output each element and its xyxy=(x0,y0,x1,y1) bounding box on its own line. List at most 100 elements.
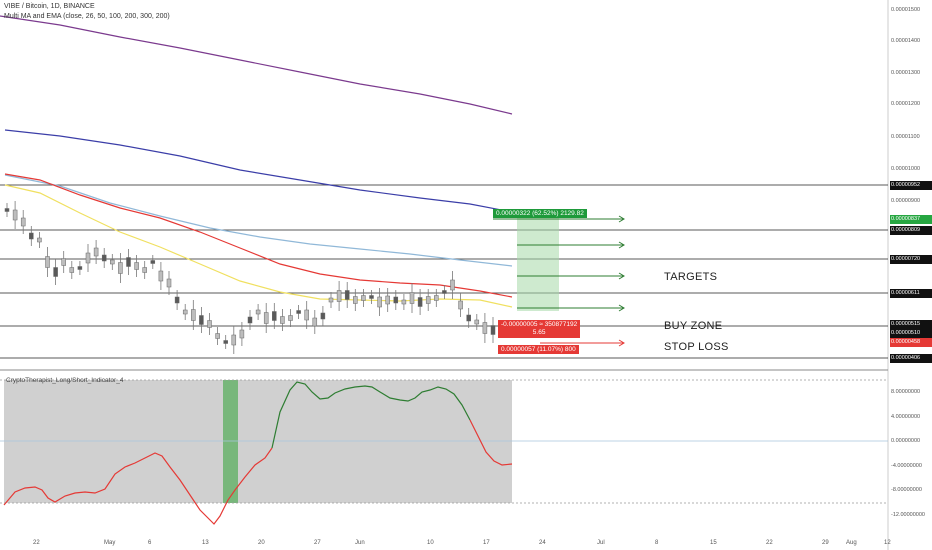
price-marker[interactable]: 0.00000809 xyxy=(890,226,932,235)
arrowhead xyxy=(618,304,625,312)
indicator-label[interactable]: Multi MA and EMA (close, 26, 50, 100, 20… xyxy=(4,13,170,20)
candle xyxy=(223,340,228,344)
candles xyxy=(4,201,496,354)
time-tick: 10 xyxy=(427,540,434,546)
candle xyxy=(304,309,309,321)
target-label[interactable]: 0.00000322 (62.52%) 2129.82 xyxy=(493,209,587,218)
time-tick: Aug xyxy=(846,540,857,546)
candle xyxy=(361,295,366,301)
price-marker[interactable]: 0.00000720 xyxy=(890,255,932,264)
arrowhead xyxy=(618,241,625,249)
candle xyxy=(280,316,285,324)
candle xyxy=(450,279,455,291)
entry-line2: 5.65 xyxy=(532,329,546,336)
time-tick: Jun xyxy=(355,540,365,546)
candle xyxy=(482,322,488,334)
oscillator-down-line xyxy=(3,447,273,525)
price-marker[interactable]: 0.00000611 xyxy=(890,289,932,298)
price-marker[interactable]: 0.00000406 xyxy=(890,354,932,363)
candle xyxy=(134,262,139,270)
price-tick: 0.00000900 xyxy=(891,198,921,204)
osc-tick: -12.00000000 xyxy=(891,512,925,518)
entry-price-marker[interactable]: 0.00000515 xyxy=(890,320,932,329)
candle xyxy=(126,257,131,267)
candle xyxy=(85,252,91,264)
oscillator-up-line xyxy=(271,381,471,449)
osc-tick: -8.00000000 xyxy=(891,487,922,493)
candle xyxy=(369,295,374,299)
stop-loss-annotation: STOP LOSS xyxy=(664,341,729,353)
osc-tick: 4.00000000 xyxy=(891,414,921,420)
time-tick: 24 xyxy=(539,540,546,546)
time-tick: 15 xyxy=(710,540,717,546)
osc-tick: 8.00000000 xyxy=(891,389,921,395)
candle xyxy=(215,333,220,339)
buy-zone-annotation: BUY ZONE xyxy=(664,320,723,332)
arrowhead xyxy=(618,215,625,223)
candle xyxy=(77,266,83,270)
osc-tick: -4.00000000 xyxy=(891,463,922,469)
candle xyxy=(247,316,253,324)
candle xyxy=(231,334,237,346)
candle xyxy=(336,290,342,302)
candle xyxy=(69,267,75,273)
candle xyxy=(417,297,423,307)
candle xyxy=(150,260,156,264)
candle xyxy=(191,309,196,321)
time-tick: 29 xyxy=(822,540,829,546)
time-tick: 22 xyxy=(766,540,773,546)
candle xyxy=(174,296,180,304)
candle xyxy=(239,329,245,339)
candle xyxy=(255,309,261,315)
time-tick: 13 xyxy=(202,540,209,546)
time-tick: 12 xyxy=(884,540,891,546)
candle xyxy=(93,247,99,257)
ma100-line xyxy=(4,129,513,213)
time-tick: 6 xyxy=(148,540,152,546)
stop-label[interactable]: 0.00000057 (11.07%) 800 xyxy=(498,345,579,354)
candle xyxy=(490,325,496,335)
ma50-line xyxy=(4,174,513,267)
price-tick: 0.00001100 xyxy=(891,134,920,140)
candle xyxy=(272,311,277,321)
time-tick: 22 xyxy=(33,540,40,546)
price-marker[interactable]: 0.00000510 xyxy=(890,329,932,338)
time-tick: 8 xyxy=(655,540,659,546)
price-tick: 0.00001400 xyxy=(891,38,921,44)
candle xyxy=(263,312,269,324)
price-tick: 0.00001000 xyxy=(891,166,921,172)
candle xyxy=(61,258,66,266)
candle xyxy=(458,300,463,310)
time-tick: 27 xyxy=(314,540,321,546)
candle xyxy=(288,315,293,321)
stop-price-marker[interactable]: 0.00000458 xyxy=(890,338,932,347)
chart-title: VIBE / Bitcoin, 1D, BINANCE xyxy=(4,3,95,10)
entry-label[interactable]: -0.00000005 ≈ 350877192 5.65 xyxy=(498,320,581,338)
oscillator-highlight xyxy=(223,380,238,503)
candle xyxy=(53,267,58,277)
candle xyxy=(393,296,399,304)
candle xyxy=(312,317,318,327)
candle xyxy=(425,296,431,304)
candle xyxy=(320,312,326,320)
candle xyxy=(118,262,123,274)
candle xyxy=(45,256,50,268)
osc-tick: 0.00000000 xyxy=(891,438,921,444)
candle xyxy=(207,320,212,328)
time-tick: 17 xyxy=(483,540,490,546)
oscillator-down-tail xyxy=(469,419,513,466)
candle xyxy=(29,232,34,240)
price-marker[interactable]: 0.00000952 xyxy=(890,181,932,190)
candle xyxy=(20,217,26,227)
ema26-line xyxy=(4,173,513,298)
oscillator-bg xyxy=(4,380,512,503)
candle xyxy=(199,315,204,325)
candle xyxy=(401,299,407,305)
oscillator-label[interactable]: CryptoTherapist_Long/Short_Indicator_4 xyxy=(6,377,124,384)
target-price-marker[interactable]: 0.00000837 xyxy=(890,215,932,224)
candle xyxy=(385,295,390,305)
time-tick: May xyxy=(104,540,116,546)
target-zone xyxy=(517,216,559,311)
time-tick: 20 xyxy=(258,540,265,546)
